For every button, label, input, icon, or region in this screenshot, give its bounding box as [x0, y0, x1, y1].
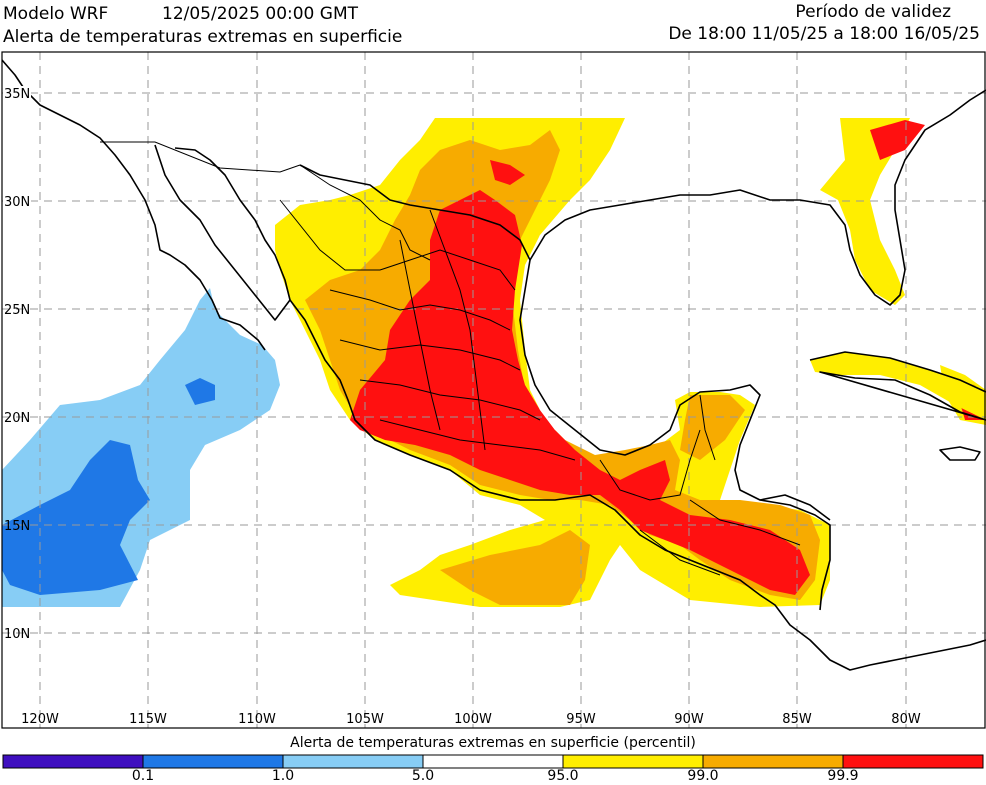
cuba-island — [810, 352, 986, 420]
cold-area-medium — [2, 440, 150, 595]
borders — [100, 141, 801, 576]
colorbar-segment — [842, 754, 984, 769]
lon-label: 85W — [782, 712, 812, 727]
lat-label: 35N — [4, 87, 30, 102]
lat-label: 15N — [4, 519, 30, 534]
lat-labels: 35N 30N 25N 20N 15N 10N — [3, 86, 31, 642]
lon-labels: 120W 115W 110W 105W 100W 95W 90W 85W 80W — [21, 712, 921, 727]
legend-tick: 1.0 — [271, 768, 295, 784]
lon-label: 90W — [674, 712, 704, 727]
lon-label: 95W — [566, 712, 596, 727]
lat-label: 10N — [4, 627, 30, 642]
lon-label: 110W — [238, 712, 276, 727]
validity-range: De 18:00 11/05/25 a 18:00 16/05/25 — [668, 24, 980, 44]
gulf-of-mexico — [522, 190, 855, 440]
map-frame — [1, 51, 986, 729]
alert-field — [2, 52, 986, 728]
graticule — [2, 52, 986, 728]
map-subtitle: Alerta de temperaturas extremas en super… — [3, 27, 403, 47]
lat-label: 30N — [4, 195, 30, 210]
warm-area-99-9 — [350, 190, 810, 595]
lon-label: 115W — [129, 712, 167, 727]
lon-label: 120W — [21, 712, 59, 727]
warm-area-99-9-florida — [870, 120, 925, 160]
legend-tick: 0.1 — [131, 768, 155, 784]
colorbar-segment — [282, 754, 424, 769]
run-time: 12/05/2025 00:00 GMT — [162, 4, 359, 24]
colorbar-segment — [702, 754, 844, 769]
warm-area-99-yucatan — [680, 395, 745, 460]
warm-area-99-south — [440, 530, 590, 605]
caribbean-sea — [745, 400, 986, 630]
colorbar-segment — [2, 754, 144, 769]
lon-label: 100W — [454, 712, 492, 727]
colorbar-segment — [422, 754, 564, 769]
legend-title: Alerta de temperaturas extremas en super… — [290, 735, 696, 751]
warm-area-99-9-north — [490, 160, 525, 185]
coastlines — [2, 59, 986, 671]
cold-spot — [185, 378, 215, 405]
legend-tick: 99.9 — [827, 768, 859, 784]
legend-tick: 5.0 — [411, 768, 435, 784]
legend-tick: 99.0 — [687, 768, 719, 784]
lat-label: 25N — [4, 303, 30, 318]
lon-label: 80W — [891, 712, 921, 727]
warm-area-florida — [820, 118, 910, 305]
lat-label: 20N — [4, 411, 30, 426]
colorbar — [2, 754, 984, 769]
legend-tick: 95.0 — [547, 768, 579, 784]
colorbar-segment — [562, 754, 704, 769]
colorbar-segment — [142, 754, 284, 769]
validity-label: Período de validez — [795, 2, 951, 22]
lon-label: 105W — [346, 712, 384, 727]
model-name: Modelo WRF — [3, 4, 109, 24]
